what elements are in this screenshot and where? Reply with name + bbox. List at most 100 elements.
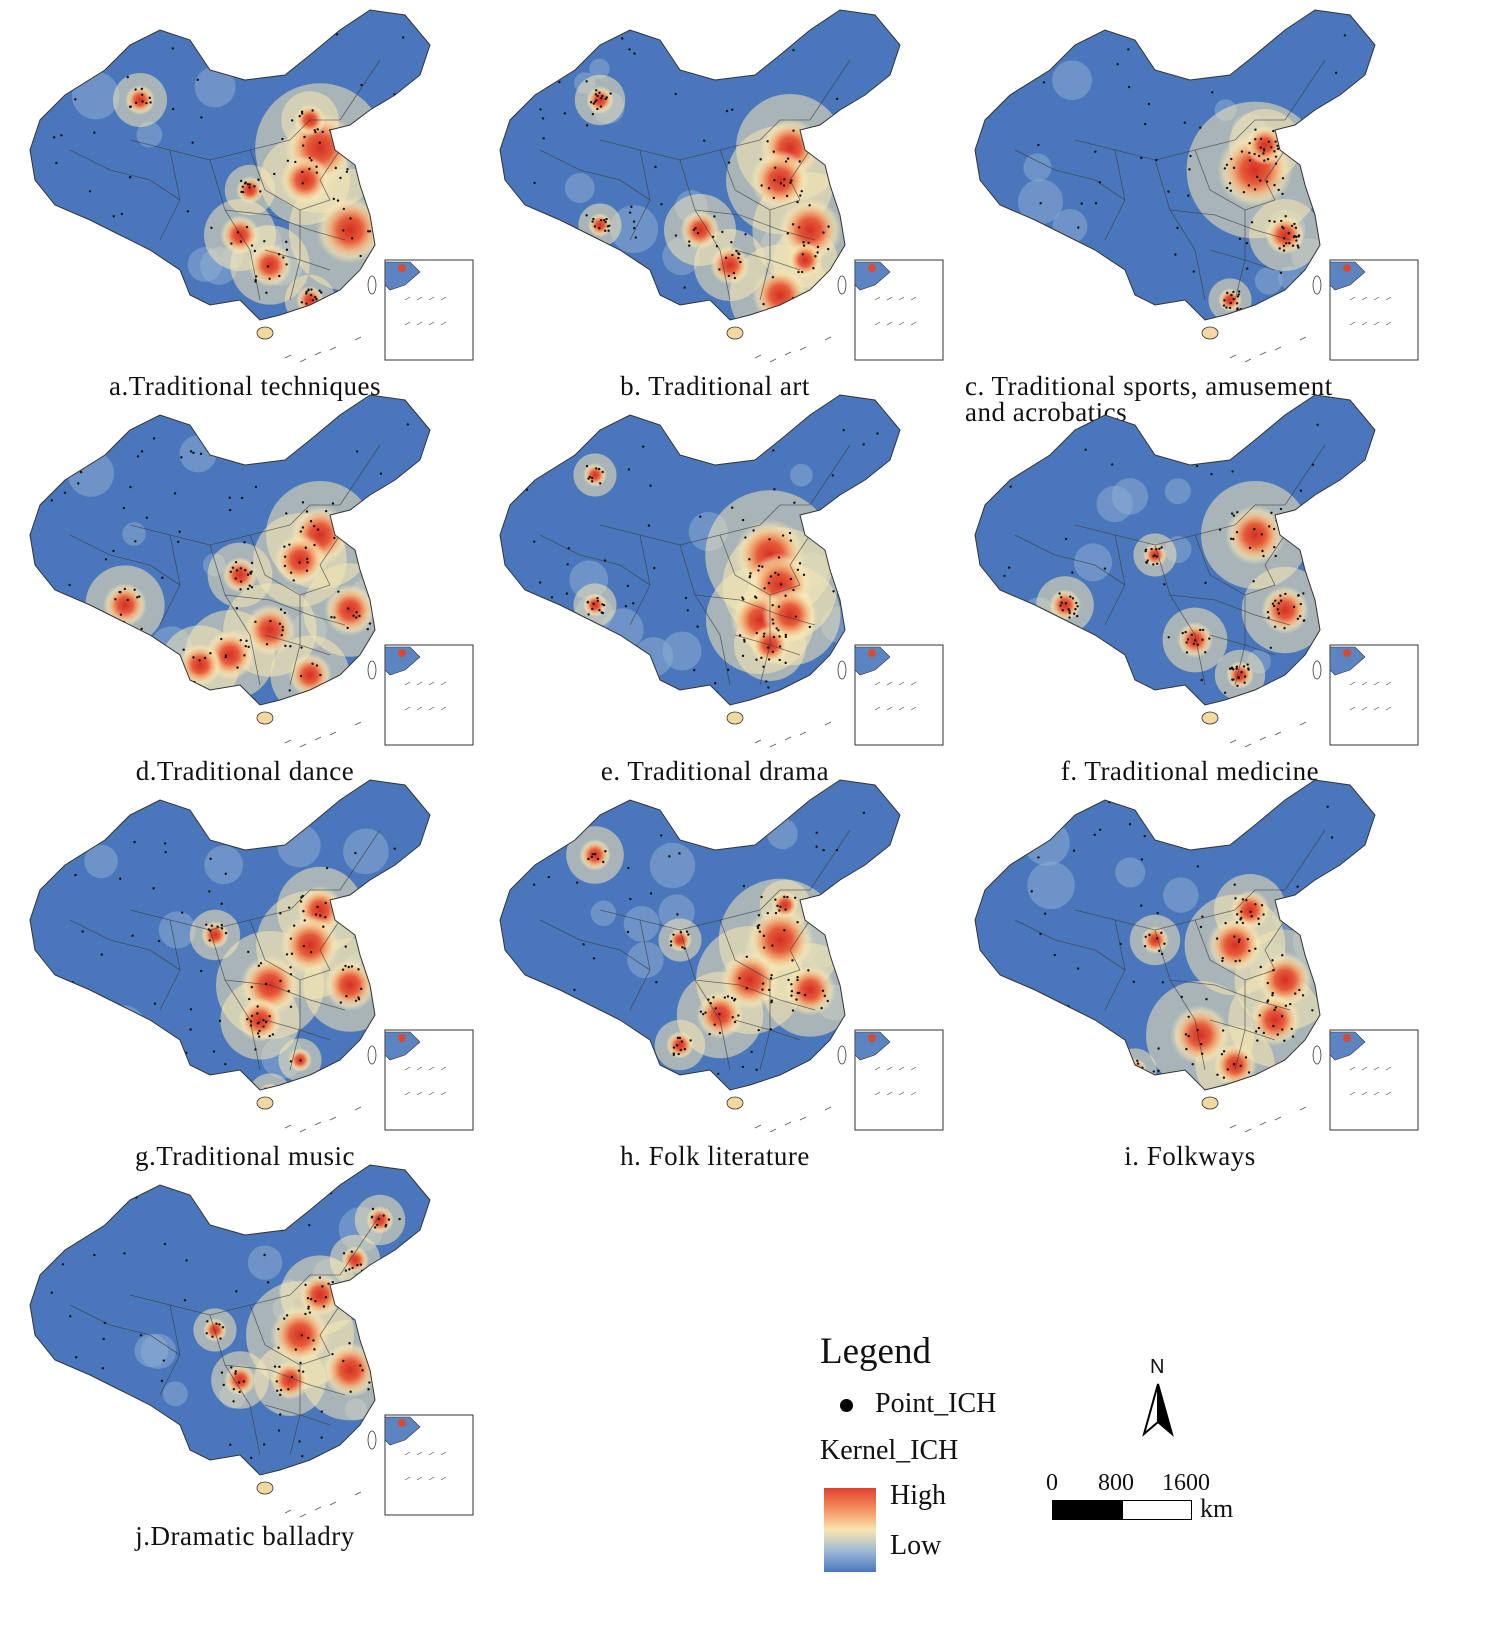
ich-point	[313, 129, 316, 132]
ich-point	[1276, 144, 1279, 148]
province-boundary	[289, 504, 340, 526]
ich-point	[1273, 545, 1276, 549]
ich-point	[791, 1009, 795, 1012]
ich-point	[1279, 271, 1283, 274]
ich-point	[744, 536, 747, 539]
ich-point	[387, 1218, 391, 1221]
ich-point	[802, 241, 805, 244]
ich-point	[119, 590, 122, 594]
ich-point	[219, 1337, 222, 1340]
ich-point	[1248, 159, 1252, 162]
ich-point	[855, 183, 858, 186]
ich-point	[755, 596, 758, 599]
ich-point	[266, 1281, 270, 1284]
ich-point	[342, 1252, 346, 1255]
sea-island-mark	[784, 736, 792, 741]
ich-point	[1129, 1076, 1133, 1080]
ich-point	[675, 1044, 679, 1047]
ich-point	[685, 930, 689, 933]
ich-point	[139, 688, 143, 692]
ich-point	[815, 845, 818, 848]
ich-point	[277, 1327, 280, 1331]
ich-point	[263, 240, 266, 243]
ich-point	[1181, 631, 1184, 635]
density-halo	[627, 941, 664, 979]
ich-point	[183, 1299, 187, 1302]
ich-point	[192, 451, 195, 455]
ich-point	[241, 190, 245, 194]
ich-point	[292, 924, 296, 927]
ich-point	[779, 182, 783, 185]
south-china-sea-inset	[384, 644, 474, 746]
ich-point	[289, 1005, 293, 1009]
ich-point	[539, 108, 542, 111]
ich-point	[1236, 295, 1240, 298]
ich-point	[659, 834, 663, 837]
density-halo	[1298, 531, 1327, 560]
ich-point	[311, 299, 315, 302]
ich-point	[99, 828, 102, 831]
ich-point	[678, 852, 681, 855]
ich-point	[1254, 903, 1257, 906]
ich-point	[85, 820, 89, 824]
sea-island-mark	[824, 721, 832, 726]
ich-point	[537, 613, 541, 616]
ich-point	[604, 220, 607, 224]
ich-point	[354, 999, 358, 1003]
ich-point	[789, 181, 792, 184]
ich-point	[649, 892, 653, 895]
ich-point	[287, 1388, 290, 1391]
ich-point	[1283, 626, 1286, 630]
ich-point	[163, 1242, 167, 1246]
ich-point	[294, 160, 297, 164]
ich-point	[290, 952, 294, 955]
ich-point	[857, 485, 861, 489]
ich-point	[800, 270, 804, 274]
ich-point	[788, 531, 792, 535]
ich-point	[299, 900, 303, 903]
ich-point	[743, 801, 746, 804]
ich-point	[1262, 913, 1265, 916]
ich-point	[298, 114, 301, 118]
ich-point	[797, 226, 801, 229]
province-boundary	[1264, 919, 1286, 971]
density-hotspot	[710, 245, 750, 285]
ich-point	[632, 602, 635, 605]
density-halo	[790, 463, 813, 487]
density-halo	[564, 173, 595, 204]
density-hotspot	[316, 196, 384, 264]
ich-point	[758, 930, 762, 933]
province-boundary	[109, 169, 181, 201]
ich-point	[224, 872, 228, 875]
ich-point	[74, 873, 77, 877]
ich-point	[1210, 472, 1213, 476]
ich-point	[585, 464, 589, 468]
ich-point	[1071, 597, 1075, 600]
legend-point-entry: Point_ICH	[840, 1388, 996, 1420]
density-hotspot	[244, 604, 296, 656]
ich-point	[1296, 885, 1299, 888]
ich-point	[873, 639, 877, 642]
ich-point	[324, 1296, 328, 1299]
ich-point	[1299, 676, 1302, 679]
ich-point	[268, 1015, 271, 1018]
ich-point	[1274, 1006, 1277, 1009]
ich-point	[134, 101, 138, 105]
ich-point	[730, 996, 734, 1000]
density-hotspot	[125, 85, 155, 115]
ich-point	[128, 105, 132, 108]
ich-point	[599, 105, 603, 108]
ich-point	[1323, 958, 1326, 961]
density-hotspot	[680, 210, 720, 250]
ich-point	[724, 256, 728, 260]
ich-point	[341, 968, 345, 971]
ich-point	[808, 204, 811, 207]
ich-point	[774, 898, 777, 901]
ich-point	[775, 627, 778, 630]
ich-point	[532, 883, 536, 886]
ich-point	[1345, 242, 1349, 246]
ich-point	[1320, 155, 1324, 159]
ich-point	[1272, 969, 1275, 972]
ich-point	[636, 665, 639, 668]
ich-point	[192, 656, 195, 659]
